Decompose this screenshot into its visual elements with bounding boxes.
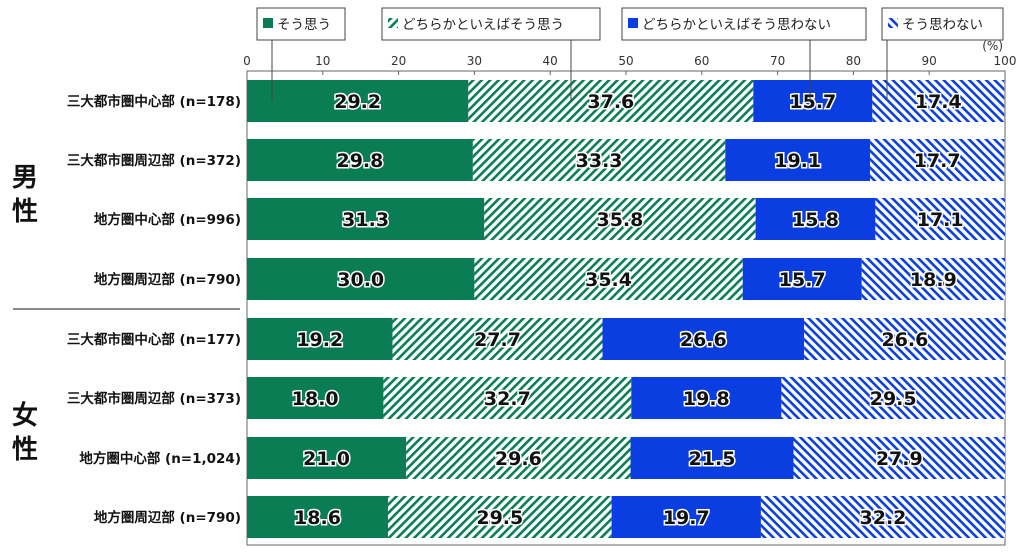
x-tick-label: 80 [846,54,861,68]
data-label: 31.3 [342,209,389,231]
data-label: 17.1 [917,209,964,231]
bar-segment [602,318,805,360]
x-tick-label: 70 [770,54,785,68]
bar-segment [875,198,1005,240]
unit-label: (%) [982,39,1003,53]
data-label: 33.3 [576,150,623,172]
data-label: 35.8 [596,209,643,231]
category-label: 地方圏中心部 (n=1,024) [79,450,241,467]
data-label: 19.7 [663,507,710,529]
data-label: 15.7 [779,269,826,291]
bar-segment [247,377,384,419]
data-label: 17.4 [915,91,962,113]
bar-segment [630,437,794,479]
data-label: 18.0 [292,388,339,410]
bar-segment [247,496,388,538]
data-label: 29.5 [870,388,917,410]
bar-segment [804,318,1006,360]
data-label: 27.9 [876,448,923,470]
bar-segment [793,437,1005,479]
x-tick-label: 100 [994,54,1017,68]
data-label: 19.8 [683,388,730,410]
bar-segment [247,139,473,181]
bar-segment [247,437,407,479]
legend-label: どちらかといえばそう思う [402,17,564,33]
bar-segment [753,80,873,122]
category-label: 三大都市圏周辺部 (n=372) [67,152,241,169]
category-label: 三大都市圏中心部 (n=177) [67,331,241,348]
legend-box [381,7,601,41]
x-tick-label: 0 [243,54,251,68]
legend-swatch [388,18,398,28]
legend-box [621,7,867,41]
bar-segment [760,496,1005,538]
bar-segment [383,377,632,419]
data-label: 18.9 [910,269,957,291]
bar-segment [247,198,485,240]
bar-segment [247,80,469,122]
bar-segment [725,139,871,181]
legend-swatch [888,18,898,28]
data-label: 29.8 [336,150,383,172]
x-tick-label: 50 [618,54,633,68]
x-tick-label: 20 [391,54,406,68]
data-label: 26.6 [680,329,727,351]
data-label: 29.2 [334,91,381,113]
bar-segment [387,496,612,538]
x-tick-label: 30 [467,54,482,68]
data-label: 21.0 [303,448,350,470]
bar-segment [468,80,754,122]
data-label: 19.2 [296,329,343,351]
x-tick-label: 10 [315,54,330,68]
category-label: 地方圏周辺部 (n=790) [94,271,241,288]
bar-segment [247,258,475,300]
data-label: 29.6 [495,448,542,470]
bar-segment [781,377,1005,419]
group-label: 女性 [12,400,38,465]
data-label: 37.6 [587,91,634,113]
data-label: 15.8 [792,209,839,231]
data-label: 15.7 [789,91,836,113]
bar-segment [870,139,1005,181]
legend-swatch [263,18,273,28]
data-label: 32.2 [860,507,907,529]
bar-segment [247,318,393,360]
legend-box [881,7,1004,41]
bar-segment [872,80,1005,122]
data-label: 27.7 [474,329,521,351]
x-tick-label: 60 [694,54,709,68]
data-label: 29.5 [476,507,523,529]
legend-label: そう思わない [902,17,983,33]
category-label: 三大都市圏中心部 (n=178) [67,93,241,110]
legend-label: どちらかといえばそう思わない [642,17,831,33]
data-label: 17.7 [914,150,961,172]
x-tick-label: 40 [543,54,558,68]
bar-segment [392,318,603,360]
bar-segment [742,258,862,300]
data-label: 18.6 [294,507,341,529]
data-label: 21.5 [689,448,736,470]
legend-label: そう思う [277,17,331,33]
legend-swatch [628,18,638,28]
bar-segment [611,496,761,538]
category-label: 地方圏中心部 (n=996) [94,211,241,228]
bar-segment [406,437,631,479]
bar-segment [474,258,743,300]
x-tick-label: 90 [922,54,937,68]
group-label: 男性 [12,163,38,227]
bar-segment [484,198,756,240]
bar-segment [861,258,1005,300]
data-label: 32.7 [484,388,531,410]
bar-segment [472,139,726,181]
data-label: 19.1 [774,150,821,172]
category-label: 三大都市圏周辺部 (n=373) [67,390,241,407]
data-label: 30.0 [337,269,384,291]
bar-segment [631,377,782,419]
bar-segment [755,198,876,240]
data-label: 26.6 [881,329,928,351]
data-label: 35.4 [585,269,632,291]
category-label: 地方圏周辺部 (n=790) [94,509,241,526]
